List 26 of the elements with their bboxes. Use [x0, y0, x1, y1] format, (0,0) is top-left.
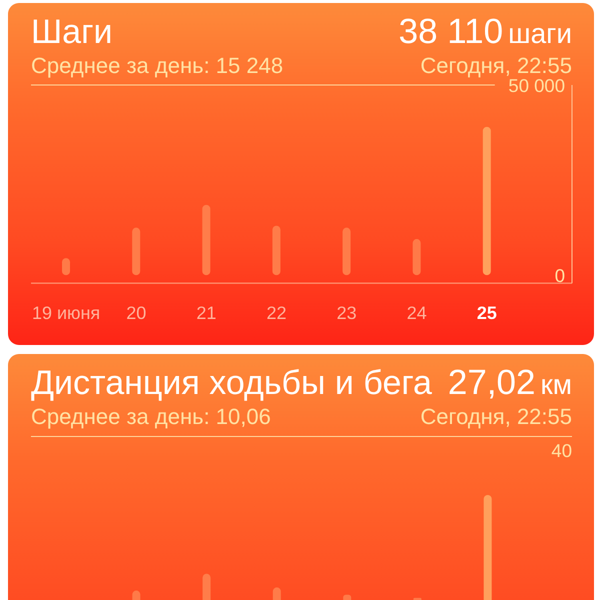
chart-subtitle: Среднее за день: 15 248 [31, 53, 284, 78]
x-tick-label: 21 [196, 304, 216, 324]
x-tick-label: 19 июня [32, 304, 100, 324]
bar [132, 228, 140, 276]
text: км [540, 368, 572, 400]
bar [412, 239, 421, 276]
text: шаги [508, 18, 572, 49]
x-tick-label: 24 [406, 304, 427, 324]
bar [272, 226, 280, 276]
bar [202, 205, 210, 276]
bar [484, 495, 492, 600]
text: 38 110 [398, 12, 504, 51]
text: 27,02 [448, 362, 536, 402]
x-tick-label: 25 [476, 304, 497, 324]
chart-subtitle: Среднее за день: 10,06 [31, 404, 271, 428]
chart-title: Дистанция ходьбы и бега [31, 364, 432, 402]
text: Сегодня, 22:55 [420, 404, 572, 428]
text: 40 [551, 440, 572, 461]
bar [342, 228, 351, 276]
bar [202, 574, 211, 600]
bar [482, 127, 491, 276]
x-tick-label: 22 [266, 304, 287, 324]
y-tick-label: 0 [554, 265, 565, 286]
x-tick-label: 23 [336, 304, 357, 324]
x-tick-label: 20 [126, 304, 146, 324]
chart-title: Шаги [31, 13, 112, 51]
